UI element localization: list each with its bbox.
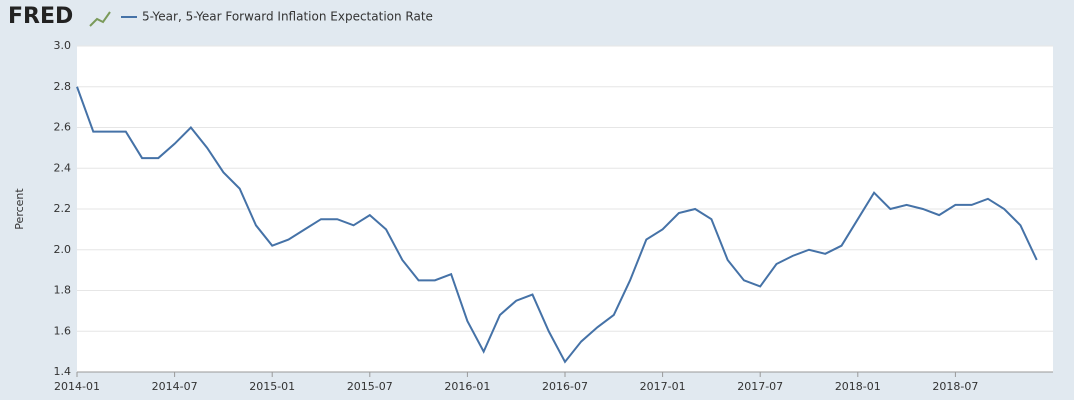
y-tick-label: 2.8 bbox=[54, 80, 72, 93]
data-line bbox=[76, 86, 1038, 364]
y-tick-label: 2.4 bbox=[54, 161, 72, 174]
x-tick-label: 2018-07 bbox=[932, 380, 978, 393]
y-tick-label: 2.6 bbox=[54, 121, 72, 134]
x-tick-label: 2017-01 bbox=[640, 380, 686, 393]
y-tick-label: 2.0 bbox=[54, 243, 72, 256]
legend-label: 5-Year, 5-Year Forward Inflation Expecta… bbox=[142, 10, 433, 24]
y-tick-label: 1.8 bbox=[54, 284, 72, 297]
y-tick-label: 1.6 bbox=[54, 324, 72, 337]
y-tick-label: 2.2 bbox=[54, 202, 72, 215]
x-tick-label: 2018-01 bbox=[835, 380, 881, 393]
logo: FRED bbox=[8, 4, 73, 29]
x-tick-label: 2016-07 bbox=[542, 380, 588, 393]
y-tick-label: 3.0 bbox=[54, 39, 72, 52]
x-tick-label: 2016-01 bbox=[444, 380, 490, 393]
y-tick-label: 1.4 bbox=[54, 365, 72, 378]
x-tick-label: 2015-01 bbox=[249, 380, 295, 393]
x-tick-label: 2017-07 bbox=[737, 380, 783, 393]
logo-icon bbox=[89, 11, 111, 27]
x-tick-label: 2015-07 bbox=[347, 380, 393, 393]
x-tick-label: 2014-01 bbox=[54, 380, 100, 393]
y-axis-label: Percent bbox=[13, 188, 26, 230]
x-tick-label: 2014-07 bbox=[152, 380, 198, 393]
